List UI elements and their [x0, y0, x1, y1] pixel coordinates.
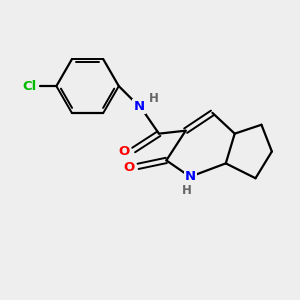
Text: H: H: [149, 92, 159, 105]
Text: O: O: [118, 145, 130, 158]
Text: O: O: [123, 161, 134, 174]
Text: N: N: [184, 170, 196, 183]
Text: N: N: [134, 100, 145, 113]
Text: H: H: [182, 184, 191, 196]
Text: Cl: Cl: [22, 80, 36, 93]
